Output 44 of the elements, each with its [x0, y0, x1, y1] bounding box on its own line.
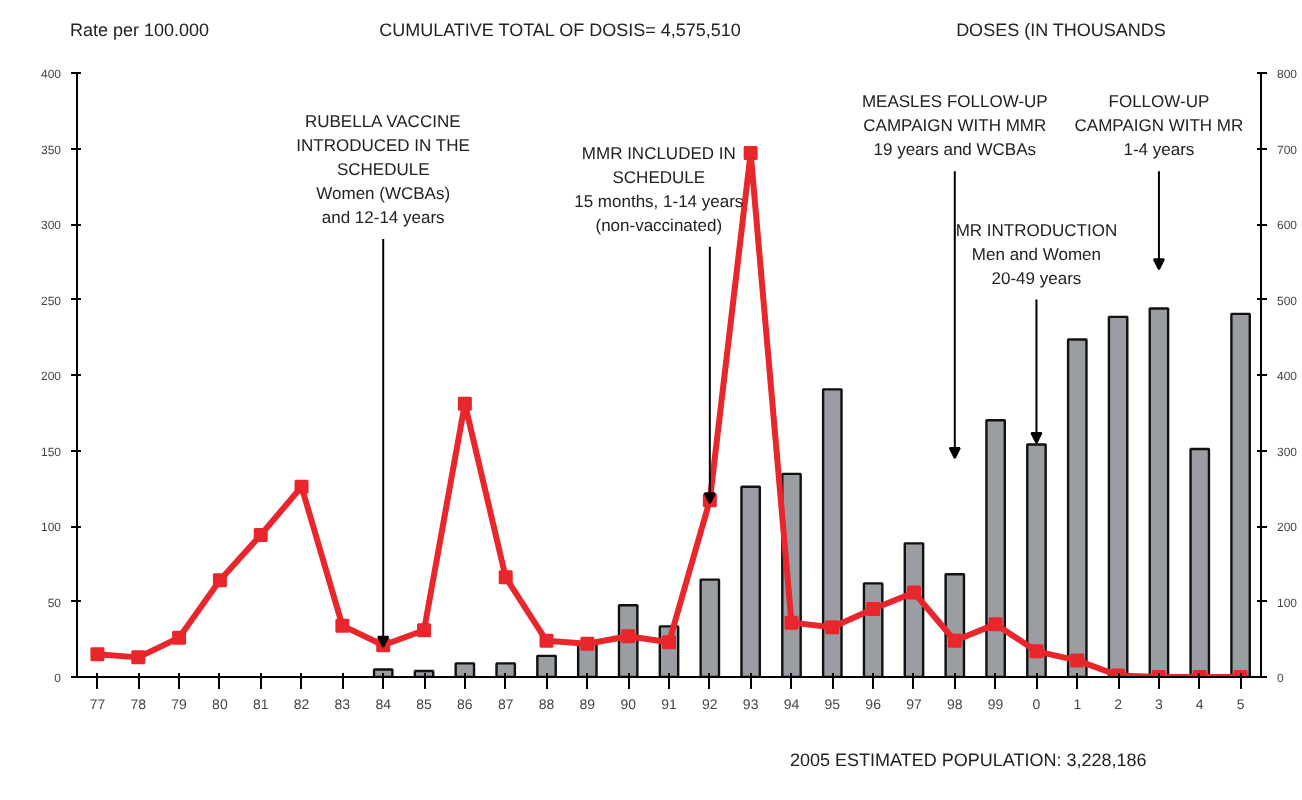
point [417, 623, 432, 638]
bar [536, 654, 557, 677]
bar [1230, 312, 1251, 677]
bar [1107, 315, 1129, 677]
bar [1148, 307, 1170, 677]
point [294, 479, 309, 494]
bar [1066, 338, 1088, 677]
point [866, 602, 881, 617]
point [662, 635, 676, 650]
point [539, 633, 554, 648]
annotation: RUBELLA VACCINE INTRODUCED IN THE SCHEDULE Women (WCBAs) and 12-14 years [296, 111, 471, 228]
point [335, 618, 350, 633]
annotation: MEASLES FOLLOW-UP CAMPAIGN WITH MMR 19 years and WCBAs [861, 91, 1049, 160]
point [131, 650, 146, 665]
y2-axis-title: DOSES (IN THOUSANDS [956, 18, 1166, 44]
bar [454, 662, 476, 677]
y-axis-title: Rate per 100.000 [70, 18, 210, 44]
bar [821, 388, 843, 677]
bar [740, 485, 762, 677]
point [1070, 653, 1085, 668]
text: 2005 ESTIMATED POPULATION: 3,228,186 [790, 748, 1147, 774]
bar [985, 419, 1007, 677]
annotation: MR INTRODUCTION Men and Women 20-49 years [955, 219, 1118, 288]
annotation: FOLLOW-UP CAMPAIGN WITH MR 1-4 years [1074, 91, 1244, 160]
point [988, 617, 1003, 632]
chart-title: CUMULATIVE TOTAL OF DOSIS= 4,575,510 [379, 18, 741, 44]
point [253, 528, 268, 543]
bar [495, 662, 517, 677]
point [457, 396, 472, 411]
bar [372, 668, 394, 677]
point [947, 633, 962, 648]
point [212, 573, 227, 588]
point [172, 630, 187, 645]
point [743, 146, 758, 161]
point [784, 615, 799, 630]
point [621, 629, 636, 644]
point [498, 570, 513, 585]
bar [1189, 447, 1211, 677]
point [825, 620, 840, 635]
point [580, 636, 595, 651]
point [90, 647, 105, 662]
point [1029, 644, 1044, 659]
point [906, 585, 921, 600]
bar [699, 578, 721, 677]
